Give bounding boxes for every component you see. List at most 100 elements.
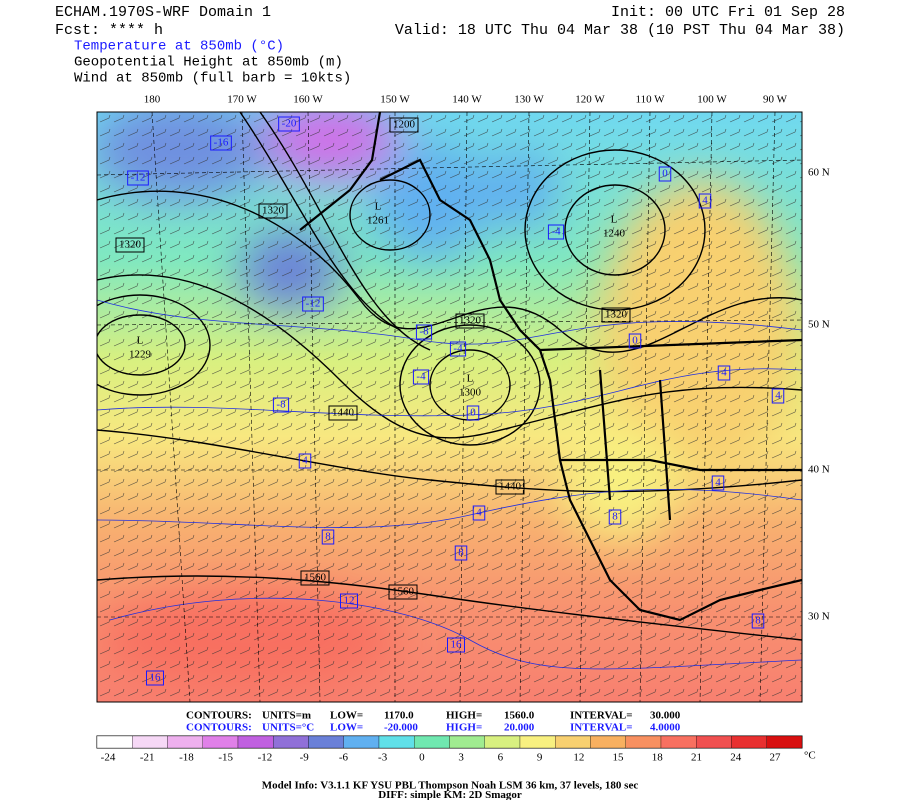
pressure-symbol: L	[611, 214, 618, 226]
temp-label: -20	[282, 118, 297, 130]
pressure-value: 1229	[129, 349, 152, 361]
pressure-value: 1300	[459, 387, 482, 399]
colorbar-swatch	[378, 735, 415, 749]
temp-label: 8	[612, 511, 618, 523]
colorbar-label: 0	[419, 752, 425, 764]
colorbar-swatch	[237, 735, 274, 749]
temp-label-box	[302, 296, 324, 312]
temp-label-box	[146, 670, 164, 686]
contour-info: LOW=	[330, 710, 363, 722]
height-label: 1440	[499, 481, 522, 493]
colorbar-label: -6	[339, 752, 349, 764]
coastline	[299, 112, 802, 622]
temp-label-box	[278, 116, 300, 132]
height-label-box	[601, 307, 631, 323]
init-time: Init: 00 UTC Fri 01 Sep 28	[611, 4, 845, 21]
graticule	[97, 112, 802, 702]
contour-info: LOW=	[330, 722, 363, 734]
colorbar-label: 27	[770, 752, 782, 764]
temp-label-box	[127, 170, 149, 186]
temp-label: 0	[632, 335, 638, 347]
colorbar-swatch	[343, 735, 380, 749]
colorbar-swatch	[414, 735, 450, 749]
contour-info: UNITS=°C	[262, 722, 314, 734]
pressure-value: 1240	[603, 228, 626, 240]
colorbar-swatch	[696, 735, 732, 749]
longitude-label: 140 W	[452, 94, 482, 106]
temp-label: -12	[131, 172, 146, 184]
temp-label-box	[751, 613, 765, 629]
pressure-value: 1261	[367, 215, 389, 227]
height-label-box	[300, 570, 330, 586]
temp-label-box	[472, 505, 486, 521]
temp-label-box	[210, 135, 232, 151]
temp-label-box	[547, 224, 565, 240]
colorbar-swatch	[590, 735, 626, 749]
forecast-hour: Fcst: **** h	[55, 22, 163, 39]
temp-label: 8	[458, 547, 464, 559]
contour-info: 1170.0	[384, 710, 414, 722]
height-label-box	[455, 313, 485, 329]
colorbar-swatch	[555, 735, 591, 749]
colorbar-label: -12	[258, 752, 273, 764]
run-title: ECHAM.1970S-WRF Domain 1	[55, 4, 271, 21]
temp-label: -16	[214, 137, 229, 149]
temp-label: 8	[325, 531, 331, 543]
height-label-box	[495, 479, 525, 495]
colorbar-swatch	[308, 735, 344, 749]
colorbar-label: 18	[652, 752, 664, 764]
colorbar-swatch	[167, 735, 203, 749]
colorbar-swatch	[484, 735, 521, 749]
colorbar-label: 12	[573, 752, 584, 764]
colorbar-label: -18	[179, 752, 194, 764]
contour-info: 4.0000	[650, 722, 681, 734]
height-label: 1560	[392, 586, 415, 598]
latitude-label: 30 N	[808, 611, 830, 623]
colorbar-swatch	[449, 735, 485, 749]
temp-label: 0	[470, 407, 476, 419]
footer-line: DIFF: simple KM: 2D Smagor	[378, 789, 522, 800]
latitude-label: 60 N	[808, 167, 830, 179]
map-frame	[96, 111, 803, 703]
temperature-contours	[97, 299, 802, 670]
temp-label-box	[449, 341, 467, 357]
valid-time: Valid: 18 UTC Thu 04 Mar 38 (10 PST Thu …	[395, 22, 845, 39]
temp-label: 4	[721, 367, 727, 379]
colorbar-label: 24	[730, 752, 742, 764]
temp-label: 8	[755, 615, 761, 627]
longitude-label: 150 W	[380, 94, 410, 106]
temp-label: 0	[662, 168, 668, 180]
temp-label-box	[321, 529, 335, 545]
contour-info: CONTOURS:	[186, 722, 252, 734]
colorbar-label: 15	[613, 752, 625, 764]
height-label: 1320	[119, 239, 142, 251]
height-contours	[97, 112, 802, 641]
longitude-label: 130 W	[514, 94, 544, 106]
temp-label: -8	[276, 399, 286, 411]
temp-label: 4	[775, 390, 781, 402]
field-name: Geopotential Height at 850mb (m)	[74, 55, 343, 71]
contour-info: INTERVAL=	[570, 710, 633, 722]
colorbar-swatch	[132, 735, 168, 749]
pressure-symbol: L	[375, 201, 382, 213]
temp-label: 4	[302, 455, 308, 467]
longitude-label: 160 W	[293, 94, 323, 106]
colorbar-label: 9	[537, 752, 543, 764]
colorbar-unit: °C	[804, 750, 816, 762]
temp-label-box	[771, 388, 785, 404]
height-label: 1320	[262, 205, 285, 217]
temp-label: 4	[702, 195, 708, 207]
longitude-label: 180	[144, 94, 161, 106]
longitude-label: 100 W	[697, 94, 727, 106]
contour-info: 1560.0	[504, 710, 535, 722]
longitude-label: 110 W	[635, 94, 665, 106]
colorbar-label: -24	[101, 752, 116, 764]
temp-label: 16	[150, 672, 162, 684]
height-label-box	[328, 405, 358, 421]
temp-label: 16	[451, 639, 463, 651]
contour-info: 30.000	[650, 710, 681, 722]
temp-label: -4	[551, 226, 561, 238]
contour-info: UNITS=m	[262, 710, 311, 722]
colorbar-swatch	[202, 735, 239, 749]
